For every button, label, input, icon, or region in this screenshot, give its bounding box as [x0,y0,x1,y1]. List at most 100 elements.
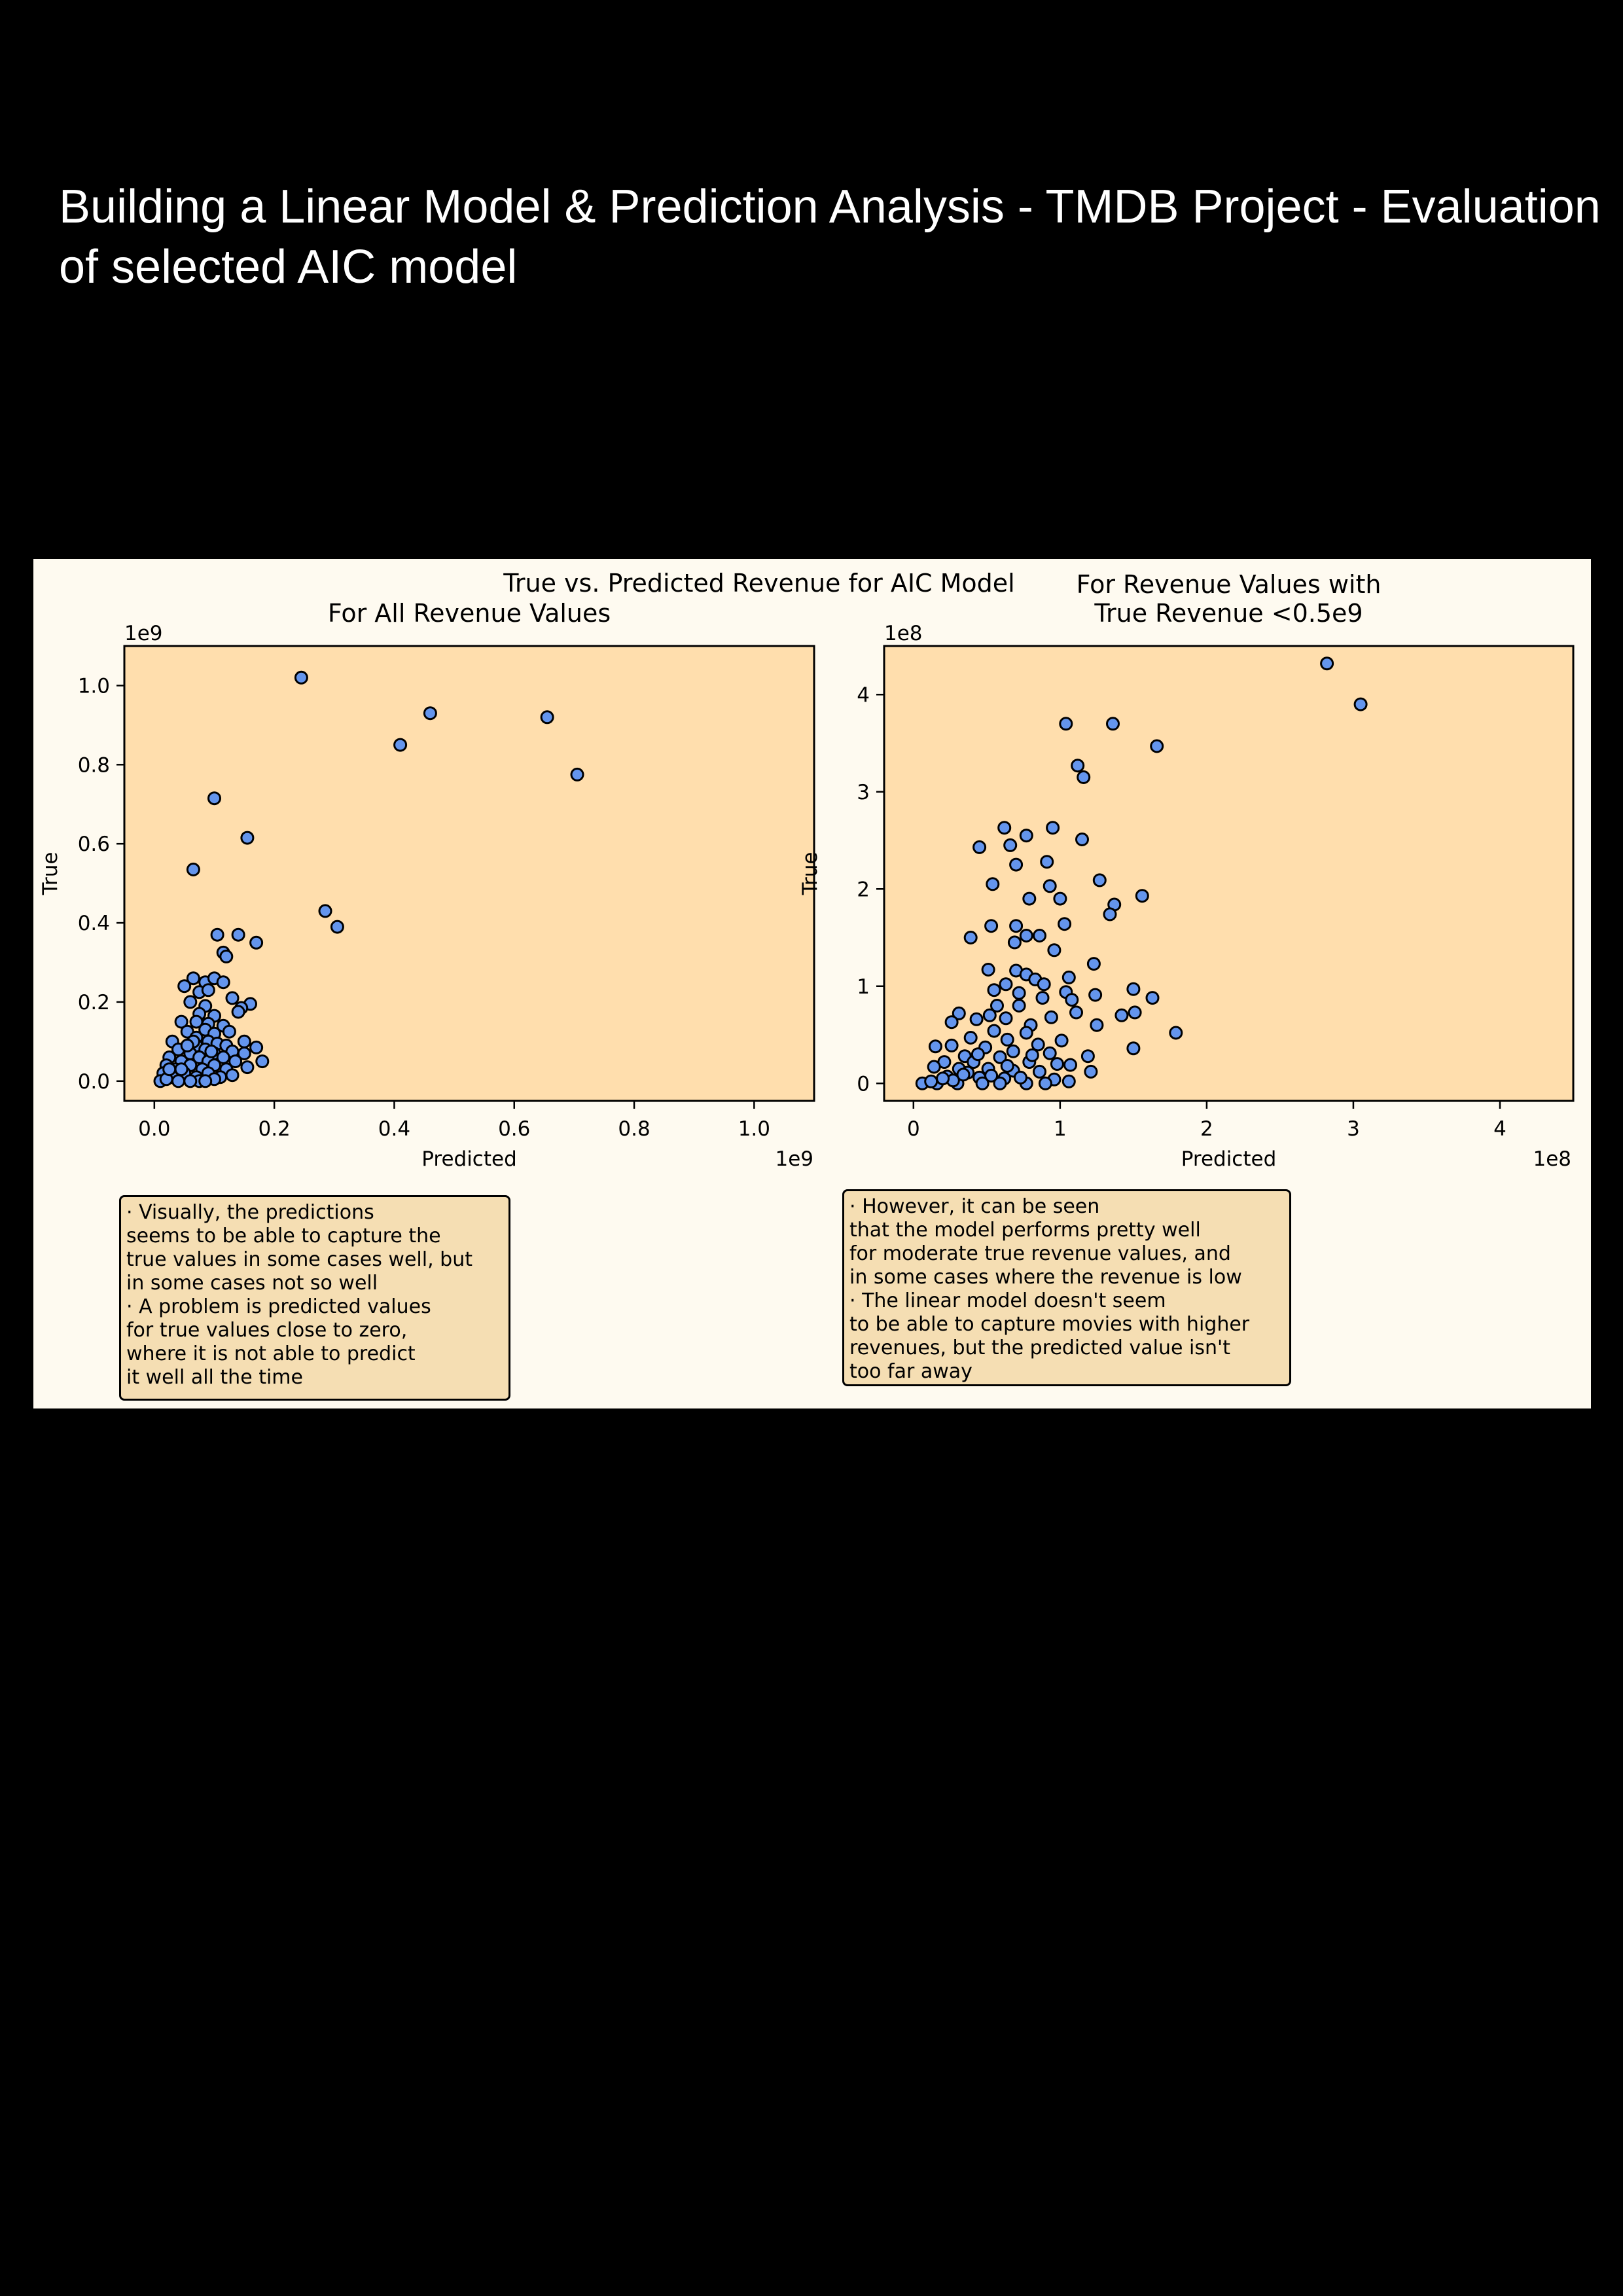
chart2-point-64 [1054,1033,1069,1048]
chart2-point-37 [1061,970,1076,984]
chart2-point-100 [1000,1059,1014,1073]
chart1-point-80 [198,1074,213,1088]
chart2-y-tick-label-1: 0 [857,1072,870,1096]
chart2-point-39 [1037,977,1051,992]
chart2-point-80 [1063,1058,1077,1072]
chart2-point-42 [1012,986,1026,1000]
chart2-point-25 [984,919,999,933]
page-title: Building a Linear Model & Prediction Ana… [59,181,1601,293]
chart2-point-103 [984,1068,999,1083]
chart2-point-20 [1053,891,1067,906]
chart1-point-43 [255,1054,270,1069]
chart1-point-7 [240,831,255,845]
chart1-point-63 [240,1060,255,1075]
chart2-point-56 [1115,1008,1129,1022]
chart1-y-tick-label-3: 0.4 [78,912,110,935]
chart2-point-102 [924,1074,938,1088]
chart2-point-7 [1077,770,1091,784]
chart2-point-33 [981,963,995,977]
chart1-point-23 [225,991,240,1005]
chart1-point-8 [186,863,200,876]
chart1-point-9 [318,904,332,918]
chart2-point-58 [982,1008,997,1022]
chart1-x-axis-label: Predicted [421,1147,517,1171]
note-left: · Visually, the predictions seems to be … [119,1195,510,1401]
chart2-plot-area [884,646,1573,1101]
chart2-y-tick-label-3: 2 [857,878,870,901]
note-left-paragraph-1: · Visually, the predictions seems to be … [126,1201,473,1295]
chart2-y-offset-label: 1e8 [884,622,923,645]
chart2-x-tick-label-5: 4 [1493,1117,1507,1141]
note-right-paragraph-1: · However, it can be seen that the model… [849,1195,1242,1289]
chart2-y-tick-label-4: 3 [857,781,870,804]
chart2-point-69 [944,1038,959,1052]
chart1-point-53 [237,1047,251,1060]
chart2-x-tick-label-4: 3 [1347,1117,1360,1141]
chart2-point-41 [987,983,1001,997]
chart1-plot-area [124,646,814,1101]
chart2-point-12 [1019,829,1033,843]
chart2-point-38 [999,977,1013,992]
chart2-point-31 [1047,943,1061,958]
chart2-x-axis-label: Predicted [1181,1147,1277,1171]
chart2-point-45 [1035,991,1050,1005]
chart2-point-4 [1106,717,1120,731]
chart2-point-2 [1353,697,1368,711]
chart1-point-16 [186,971,200,986]
chart1-x-tick-label-6: 1.0 [738,1117,770,1141]
chart2-point-68 [928,1039,942,1054]
chart2-point-61 [1169,1026,1183,1040]
chart2-axes-frame [883,645,1575,1102]
chart2-point-85 [1033,1064,1046,1079]
chart2-point-9 [1046,821,1060,835]
chart2-x-tick-label-1: 0 [907,1117,920,1141]
note-left-paragraph-2: · A problem is predicted values for true… [126,1295,431,1389]
chart1-x-tick-label-1: 0.0 [138,1117,170,1141]
chart2-point-32 [1086,957,1101,971]
chart1-y-tick-label-2: 0.2 [78,991,110,1014]
chart1-x-tick-label-5: 0.8 [618,1117,650,1141]
chart2-point-13 [1075,833,1089,846]
chart1-point-83 [204,1045,219,1058]
chart1-point-6 [207,791,221,806]
chart1-y-axis-label: True [39,852,62,896]
chart2-point-75 [993,1050,1007,1064]
chart2-point-67 [1031,1037,1045,1052]
chart2-x-tick-label-2: 1 [1054,1117,1067,1141]
chart2-point-109 [936,1071,950,1086]
chart2-point-26 [1009,919,1024,933]
chart2-point-63 [1019,1026,1033,1040]
chart2-point-30 [1007,935,1022,950]
chart1-x-offset-label: 1e9 [775,1147,813,1171]
chart2-points-group [915,656,1368,1090]
chart1-point-15 [219,949,234,963]
chart1-y-tick-label-4: 0.6 [78,833,110,856]
chart1-point-42 [237,1034,251,1049]
chart1-point-20 [177,979,192,994]
chart2-x-offset-label: 1e8 [1533,1147,1571,1171]
chart1-point-75 [171,1074,185,1088]
chart2-point-71 [1006,1044,1020,1058]
chart2-point-47 [1088,988,1103,1002]
chart1-point-2 [423,706,437,721]
chart2-point-105 [1050,1057,1064,1071]
chart2-point-27 [1058,917,1072,931]
chart2-point-5 [1150,739,1164,753]
chart2-point-107 [971,1047,985,1062]
chart1-point-11 [210,927,224,942]
chart1-point-4 [393,738,408,752]
chart1-point-12 [231,927,245,942]
chart2-point-95 [993,1076,1007,1090]
chart1-x-tick-label-2: 0.2 [258,1117,290,1141]
chart2-y-tick-label-5: 4 [857,683,870,707]
chart1-point-85 [162,1062,177,1077]
chart1-point-5 [570,767,584,781]
chart2-point-65 [963,1031,978,1045]
chart2-point-86 [1084,1064,1098,1079]
chart2-point-18 [1092,873,1107,888]
chart2-point-8 [997,821,1012,835]
chart1-point-59 [228,1054,243,1069]
chart2-point-49 [990,999,1004,1013]
chart2-point-104 [1013,1070,1027,1085]
chart2-point-108 [956,1067,971,1082]
